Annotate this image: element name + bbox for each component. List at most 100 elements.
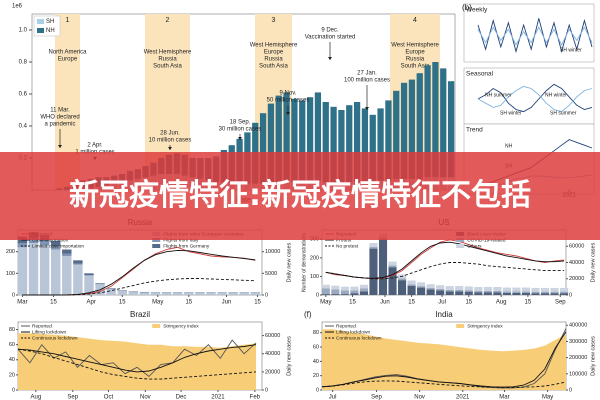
bar xyxy=(369,114,376,182)
bar xyxy=(407,280,416,285)
bar xyxy=(502,287,511,292)
bar xyxy=(474,287,483,291)
bar xyxy=(424,65,431,178)
phase-region: West Hemisphere xyxy=(391,43,439,49)
y-tick-label: 200 xyxy=(6,249,15,255)
bar xyxy=(39,245,50,295)
annotation: 50 million cases xyxy=(267,98,310,104)
y2-tick-label: 0 xyxy=(265,292,268,298)
bar xyxy=(28,238,39,243)
panel-title: Seasonal xyxy=(466,71,494,78)
bar xyxy=(483,290,492,293)
bar xyxy=(314,92,322,181)
bar xyxy=(306,97,314,181)
bar xyxy=(172,292,183,295)
bar xyxy=(228,292,238,295)
bar xyxy=(369,246,378,249)
bar xyxy=(62,249,72,254)
bar xyxy=(378,239,388,295)
panel-label: (b) xyxy=(462,3,472,12)
y-tick-label: 20 xyxy=(313,373,319,379)
x-tick-label: Feb xyxy=(250,395,261,400)
phase-region: Europe xyxy=(58,57,78,63)
series-line xyxy=(17,339,257,377)
y-tick-label: 0 xyxy=(12,292,15,298)
x-tick-label: Sep xyxy=(555,300,566,306)
bar xyxy=(353,102,361,182)
x-tick-label: 2021 xyxy=(211,395,225,400)
x-tick-label: May xyxy=(152,300,163,306)
bar xyxy=(408,79,416,179)
legend-label: NH xyxy=(46,28,55,34)
x-tick-label: 15 xyxy=(349,300,356,306)
arrow-head xyxy=(168,147,172,150)
legend-swatch xyxy=(456,238,465,242)
bar xyxy=(206,292,216,295)
bar xyxy=(321,288,330,295)
annotation: SH winter xyxy=(560,47,582,53)
x-tick-label: Mar xyxy=(499,395,509,400)
bar xyxy=(239,292,249,295)
y-tick-label: 80 xyxy=(313,330,319,336)
bar xyxy=(416,73,423,179)
annotation: 10 million cases xyxy=(149,138,192,144)
arrow-head xyxy=(58,145,62,148)
bar xyxy=(512,292,521,295)
bar xyxy=(359,284,368,289)
y-tick-label: 0.8 xyxy=(19,60,28,66)
series-line xyxy=(17,344,257,373)
bar xyxy=(217,292,227,295)
panel-title: Brazil xyxy=(130,310,150,319)
bar xyxy=(28,243,39,295)
bar xyxy=(350,293,359,295)
phase-label: 4 xyxy=(413,17,417,24)
bar xyxy=(417,282,426,287)
y-tick-label: 1.0 xyxy=(19,28,28,34)
y2-tick-label: 5000 xyxy=(265,271,277,277)
phase-region: South Asia xyxy=(259,64,288,70)
bar xyxy=(331,285,340,290)
phase-region: Europe xyxy=(405,50,425,56)
phase-label: 2 xyxy=(166,17,170,24)
bar xyxy=(50,249,61,295)
y2-tick-label: 100000 xyxy=(569,371,587,377)
x-tick-label: Oct xyxy=(104,395,114,400)
phase-region: Europe xyxy=(264,50,284,56)
y-tick-label: 80 xyxy=(9,327,15,333)
annotation: WHO declared xyxy=(40,115,79,121)
legend-label: Stringency index xyxy=(467,323,503,329)
phase-region: West Hemisphere xyxy=(250,43,298,49)
y2-tick-label: 40000 xyxy=(569,260,584,266)
annotation: 100 million cases xyxy=(344,78,390,84)
bar xyxy=(331,289,340,295)
bar xyxy=(550,287,559,292)
bar xyxy=(128,291,139,295)
bar xyxy=(321,294,330,295)
bar xyxy=(426,289,435,295)
y-tick-label: 0 xyxy=(12,387,15,393)
legend-swatch xyxy=(456,324,465,328)
bar xyxy=(350,286,359,291)
y2-tick-label: 60000 xyxy=(265,333,280,339)
bar xyxy=(483,292,492,295)
bar xyxy=(267,103,275,184)
bar xyxy=(426,287,435,290)
y2-tick-label: 10000 xyxy=(265,249,280,255)
x-tick-label: Aug xyxy=(496,300,507,306)
bar xyxy=(73,263,83,265)
bar xyxy=(39,241,50,246)
y-tick-label: 100 xyxy=(310,274,319,280)
bar xyxy=(455,289,464,292)
arrow-head xyxy=(365,107,369,110)
legend-swatch xyxy=(152,244,161,248)
bar xyxy=(250,292,261,295)
bar xyxy=(550,293,559,295)
legend-label: Continuous lockdown xyxy=(32,335,78,341)
legend-label: Stringency index xyxy=(163,323,199,329)
legend-label: No protest xyxy=(336,243,359,249)
bar xyxy=(330,106,337,182)
annotation: 18 Sep. xyxy=(230,120,251,126)
legend-label: Protest xyxy=(336,237,352,243)
y2-tick-label: 0 xyxy=(569,292,572,298)
arrow-head xyxy=(328,57,332,60)
